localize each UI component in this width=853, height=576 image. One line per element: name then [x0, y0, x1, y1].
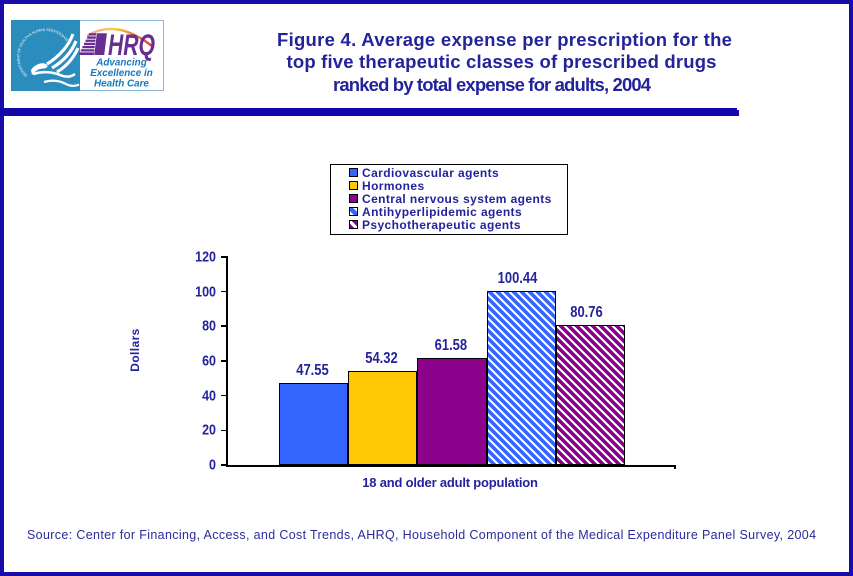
svg-text:Health Care: Health Care: [94, 79, 149, 90]
svg-text:HRQ: HRQ: [108, 29, 155, 62]
svg-text:Advancing: Advancing: [95, 58, 146, 69]
svg-text:Excellence in: Excellence in: [90, 68, 153, 79]
